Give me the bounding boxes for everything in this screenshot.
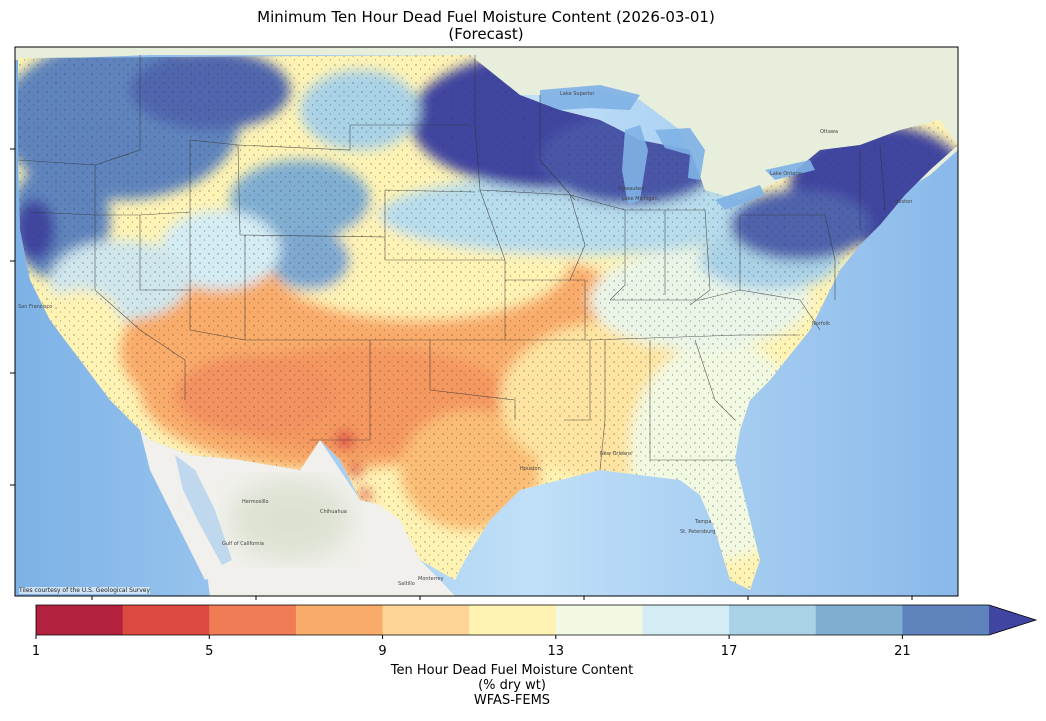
colorbar-outline xyxy=(35,604,1038,636)
colorbar-label-line2: (% dry wt) xyxy=(478,678,546,693)
map-body xyxy=(15,47,958,596)
map-frame xyxy=(14,46,959,597)
label-chihuahua: Chihuahua xyxy=(320,509,347,515)
label-boston: Boston xyxy=(895,199,912,205)
colorbar-segment xyxy=(382,605,470,635)
colorbar-segment xyxy=(122,605,210,635)
colorbar-ticks xyxy=(35,635,903,639)
great-lakes xyxy=(540,85,815,210)
baja-california xyxy=(140,430,215,580)
colorbar-segment xyxy=(295,605,384,635)
colorbar-tick-label: 13 xyxy=(547,644,565,659)
label-hermosillo: Hermosillo xyxy=(242,499,269,505)
colorbar-segment xyxy=(902,605,990,635)
colorbar-segments xyxy=(35,604,1038,636)
canada-land xyxy=(15,47,958,238)
map-place-labels: Lake Superior Milwaukee Lake Michigan Ot… xyxy=(18,91,912,587)
colorbar-segment xyxy=(642,605,730,635)
label-new-orleans: New Orleans xyxy=(600,451,632,457)
label-lake-superior: Lake Superior xyxy=(560,91,595,97)
map-title: Minimum Ten Hour Dead Fuel Moisture Cont… xyxy=(257,8,715,26)
colorbar-tick-label: 9 xyxy=(378,644,387,659)
fuel-moisture-field xyxy=(18,55,958,590)
colorbar-extend-max xyxy=(989,605,1036,635)
colorbar-label: Ten Hour Dead Fuel Moisture Content (% d… xyxy=(262,663,762,708)
colorbar-segment xyxy=(555,605,643,635)
fuel-moisture-map: Lake Superior Milwaukee Lake Michigan Ot… xyxy=(10,46,959,600)
label-saltillo: Saltillo xyxy=(398,581,415,587)
colorbar-tick-label: 17 xyxy=(720,644,738,659)
state-borders xyxy=(17,55,886,471)
gulf-of-california xyxy=(175,455,232,565)
label-tampa: Tampa xyxy=(694,519,711,525)
label-gulf-of-california: Gulf of California xyxy=(222,541,264,547)
colorbar-tick-label: 1 xyxy=(31,644,41,659)
colorbar-segment xyxy=(815,605,903,635)
label-lake-michigan: Lake Michigan xyxy=(622,196,658,202)
label-ottawa: Ottawa xyxy=(820,129,838,135)
colorbar-label-line1: Ten Hour Dead Fuel Moisture Content xyxy=(390,663,634,678)
colorbar-segment xyxy=(469,605,557,635)
tile-credit: Tiles courtesy of the U.S. Geological Su… xyxy=(19,587,151,594)
colorbar-segment xyxy=(209,605,297,635)
lon-ticks xyxy=(91,596,913,600)
label-houston: Houston xyxy=(520,466,541,472)
label-milwaukee: Milwaukee xyxy=(618,186,644,192)
colorbar-segment xyxy=(729,605,817,635)
label-san-francisco: San Francisco xyxy=(18,304,52,310)
lat-ticks xyxy=(10,148,15,486)
label-st-petersburg: St. Petersburg xyxy=(680,529,715,535)
label-monterrey: Monterrey xyxy=(418,576,444,582)
map-subtitle: (Forecast) xyxy=(448,25,524,43)
colorbar-label-line3: WFAS-FEMS xyxy=(473,693,551,708)
colorbar-tick-label: 5 xyxy=(205,644,214,659)
colorbar-tick-label: 21 xyxy=(894,644,911,659)
label-norfolk: Norfolk xyxy=(812,321,830,327)
label-lake-ontario: Lake Ontario xyxy=(770,171,802,177)
colorbar-segment xyxy=(36,605,124,635)
